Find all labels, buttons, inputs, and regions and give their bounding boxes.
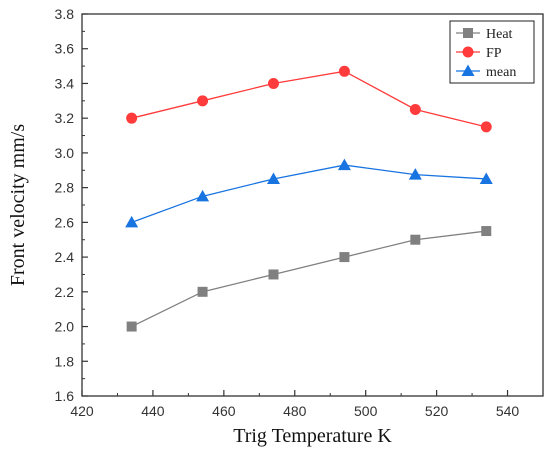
x-tick-label: 460 <box>212 403 236 419</box>
data-point-fp <box>267 77 279 89</box>
data-point-heat <box>268 269 279 280</box>
x-tick-label: 500 <box>354 403 378 419</box>
data-point-fp <box>480 121 492 133</box>
data-point-mean <box>408 168 422 180</box>
data-point-fp <box>409 104 421 115</box>
series-mean <box>125 158 493 228</box>
axis-layer: 420 440 460 480 500 520 540 1.6 1.8 2.0 2.2 2.4 2.6 2… <box>55 6 544 419</box>
y-tick-label: 2.6 <box>55 214 75 230</box>
y-tick-label: 2.8 <box>55 180 75 196</box>
series-heat <box>126 226 492 332</box>
data-point-heat <box>339 252 350 263</box>
y-tick-label: 1.8 <box>55 353 75 369</box>
data-point-fp <box>197 95 209 107</box>
y-tick-label: 3.4 <box>55 75 75 91</box>
x-tick-label: 480 <box>283 403 307 419</box>
legend-label-fp: FP <box>486 46 502 61</box>
series-line-fp <box>131 70 487 128</box>
y-tick-label: 2.0 <box>55 319 75 335</box>
y-tick-label: 3.8 <box>55 6 75 22</box>
x-axis-title: Trig Temperature K <box>233 425 392 447</box>
legend-label-mean: mean <box>486 65 516 80</box>
data-point-heat <box>410 234 421 245</box>
y-axis-title: Front velocity mm/s <box>7 124 29 286</box>
y-tick-label: 3.2 <box>55 110 75 126</box>
data-point-mean <box>196 189 210 202</box>
x-tick-label: 540 <box>496 403 520 419</box>
data-point-fp <box>338 65 350 77</box>
series-line-mean <box>131 164 487 223</box>
plot-layer <box>125 65 493 332</box>
legend-marker-mean <box>461 64 475 76</box>
data-point-mean <box>479 172 493 184</box>
y-tick-label: 3.6 <box>55 41 75 57</box>
data-point-mean <box>266 172 280 184</box>
data-point-heat <box>197 286 208 297</box>
data-point-fp <box>126 112 138 124</box>
legend-marker-heat <box>463 28 473 38</box>
y-tick-label: 1.6 <box>55 388 75 404</box>
legend: Heat FP mean <box>449 20 535 84</box>
series-line-heat <box>131 230 487 328</box>
x-tick-label: 420 <box>70 403 94 419</box>
data-point-heat <box>481 226 492 237</box>
data-point-heat <box>126 321 137 332</box>
legend-label-heat: Heat <box>486 27 513 42</box>
series-fp <box>126 65 492 133</box>
y-tick-label: 2.2 <box>55 284 75 300</box>
x-tick-label: 520 <box>425 403 449 419</box>
legend-marker-fp <box>462 46 474 58</box>
y-tick-label: 2.4 <box>55 249 75 265</box>
x-tick-label: 440 <box>141 403 165 419</box>
data-point-mean <box>337 158 351 171</box>
data-point-mean <box>125 215 139 228</box>
y-tick-label: 3.0 <box>55 145 75 161</box>
